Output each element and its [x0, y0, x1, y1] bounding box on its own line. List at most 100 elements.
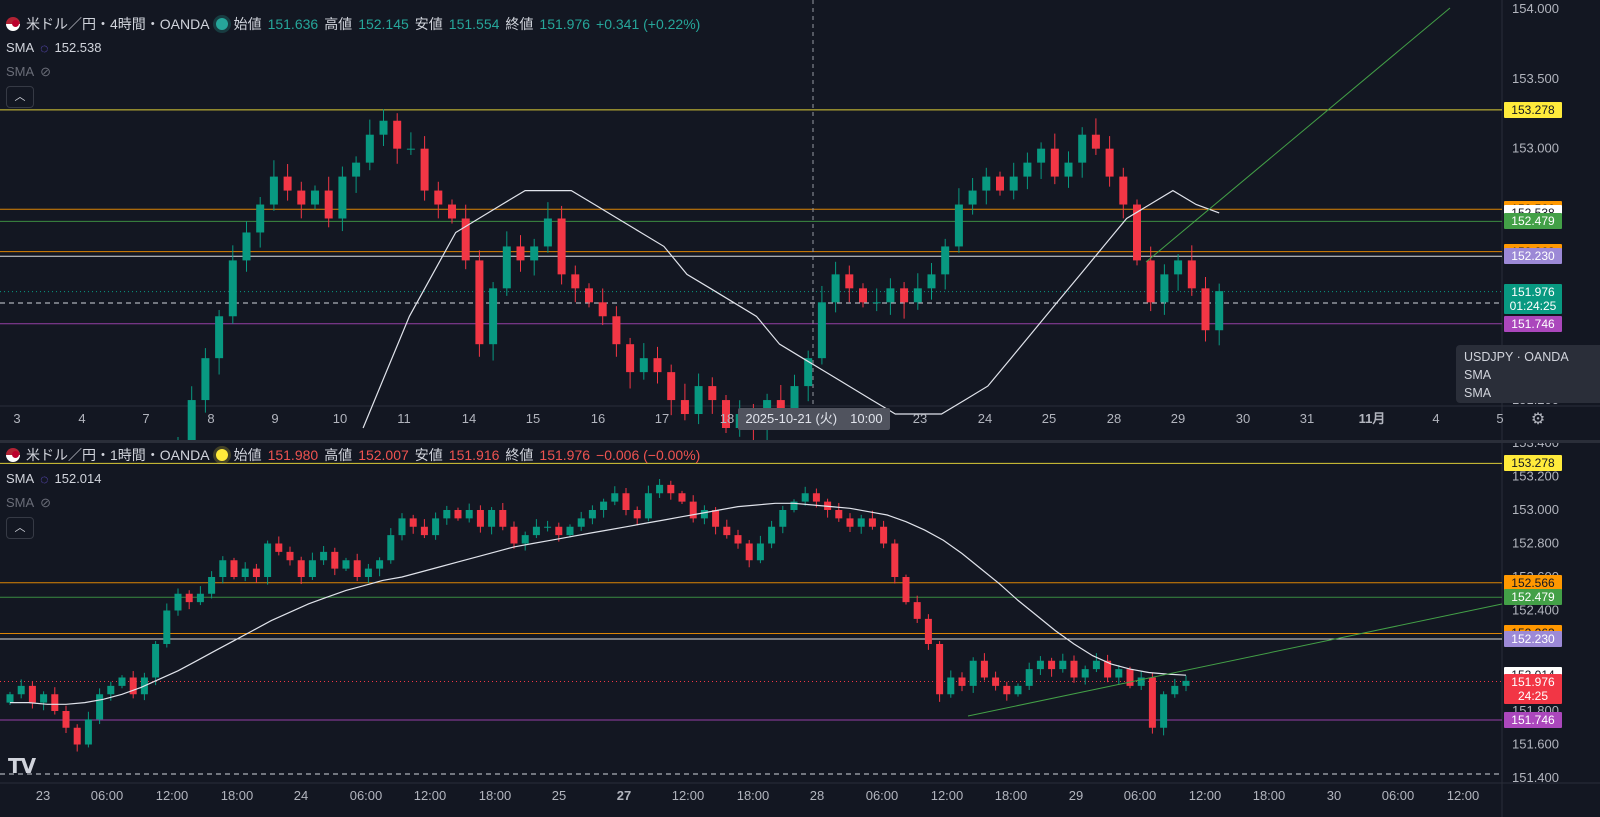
- candle-body: [835, 510, 843, 519]
- candle: [845, 265, 854, 303]
- candle: [1003, 681, 1011, 701]
- candle-body: [530, 246, 539, 261]
- price-tag-value: 151.746: [1511, 316, 1555, 331]
- price-tag: 152.479: [1504, 589, 1562, 606]
- candle-body: [656, 484, 664, 494]
- price-tag-value: 152.479: [1511, 590, 1555, 605]
- candle: [936, 641, 944, 702]
- candle: [454, 507, 462, 521]
- low-value: 151.554: [448, 16, 500, 32]
- candle-body: [790, 501, 798, 510]
- candle-body: [708, 386, 717, 401]
- hidden-eye-icon[interactable]: ⊘: [40, 495, 52, 510]
- collapse-legend-button[interactable]: ︿: [6, 86, 34, 108]
- candle-body: [571, 274, 580, 289]
- candle: [633, 506, 641, 526]
- chart-pane-4h[interactable]: 154.000153.500153.000151.500151.20034789…: [0, 0, 1600, 440]
- candle: [745, 539, 753, 568]
- hidden-eye-icon[interactable]: ⊘: [40, 64, 52, 79]
- candle-body: [6, 694, 14, 703]
- candle-body: [633, 510, 641, 519]
- change-value: +0.341 (+0.22%): [596, 16, 701, 32]
- chart-pane-1h[interactable]: 153.400153.200153.000152.800152.600152.4…: [0, 443, 1600, 817]
- sma-indicator-row-1[interactable]: SMA ◌ 152.538: [6, 36, 700, 60]
- pane-divider[interactable]: [0, 440, 1600, 443]
- candle: [868, 510, 876, 530]
- candle: [311, 185, 319, 210]
- candle: [723, 519, 731, 539]
- candle: [73, 724, 81, 752]
- gear-icon[interactable]: ⚙: [1530, 411, 1546, 428]
- price-tag: 152.230: [1504, 630, 1562, 647]
- candle-body: [365, 134, 374, 163]
- candle-body: [667, 484, 675, 494]
- price-tag-value: 152.479: [1511, 214, 1555, 229]
- candle-body: [387, 535, 395, 561]
- candle-body: [1081, 669, 1089, 678]
- candle-body: [992, 677, 1000, 686]
- candle: [461, 204, 470, 270]
- candle-body: [1059, 660, 1067, 670]
- symbol-title[interactable]: 米ドル／円・4時間・OANDA: [26, 16, 210, 32]
- candle-body: [96, 694, 104, 720]
- candle-body: [62, 711, 70, 728]
- sma-label[interactable]: SMA: [6, 64, 35, 79]
- price-tag: 152.230: [1504, 248, 1562, 265]
- collapse-legend-button[interactable]: ︿: [6, 517, 34, 539]
- candle: [499, 502, 507, 531]
- candle: [566, 524, 574, 538]
- sma-label[interactable]: SMA: [6, 495, 35, 510]
- candle: [1105, 136, 1114, 187]
- chevron-up-icon: ︿: [14, 522, 26, 534]
- sma-indicator-row-2[interactable]: SMA ⊘: [6, 60, 700, 84]
- candle: [208, 571, 216, 599]
- candle-body: [927, 274, 936, 289]
- symbol-title[interactable]: 米ドル／円・1時間・OANDA: [26, 447, 210, 463]
- sma-indicator-row-1[interactable]: SMA ◌ 152.014: [6, 467, 700, 491]
- candle: [817, 285, 826, 365]
- candle: [835, 502, 843, 522]
- candle-body: [118, 677, 126, 686]
- candle: [129, 671, 137, 699]
- candle-body: [968, 190, 977, 205]
- candle: [958, 672, 966, 692]
- time-axis-label: 06:00: [1124, 788, 1157, 803]
- sma-label[interactable]: SMA: [6, 40, 35, 55]
- candle-body: [499, 510, 507, 527]
- low-label: 安値: [414, 16, 443, 32]
- time-axis-label: 18:00: [737, 788, 770, 803]
- candle-body: [644, 493, 652, 519]
- time-axis-label: 10: [333, 411, 347, 426]
- candle-body: [352, 162, 361, 177]
- candle: [1064, 151, 1073, 188]
- candle: [947, 670, 955, 698]
- candle-body: [1050, 148, 1059, 177]
- candle: [969, 657, 977, 693]
- market-status-dot-icon: [215, 449, 228, 461]
- candle: [1119, 167, 1128, 219]
- candle: [588, 505, 596, 525]
- sma-indicator-row-2[interactable]: SMA ⊘: [6, 491, 700, 515]
- candle-body: [689, 501, 697, 519]
- candle-body: [129, 677, 137, 695]
- candle: [1078, 127, 1087, 178]
- candle: [488, 507, 496, 535]
- candle: [201, 348, 210, 413]
- candle: [667, 480, 675, 500]
- info-symbol: USDJPY · OANDA: [1464, 350, 1569, 364]
- time-axis-label: 24: [978, 411, 992, 426]
- candle-body: [734, 535, 742, 544]
- candle-body: [219, 560, 227, 577]
- candle-body: [409, 518, 417, 527]
- candle-body: [1160, 274, 1169, 303]
- time-axis-label: 23: [36, 788, 50, 803]
- price-tag-value: 152.230: [1511, 631, 1555, 646]
- tradingview-logo-icon[interactable]: TV: [8, 754, 36, 778]
- candle-body: [353, 560, 361, 577]
- candle: [927, 263, 936, 300]
- candle-body: [1215, 291, 1224, 331]
- high-label: 高値: [324, 447, 353, 463]
- candle: [406, 132, 415, 155]
- sma-label[interactable]: SMA: [6, 471, 35, 486]
- candle: [1048, 657, 1056, 677]
